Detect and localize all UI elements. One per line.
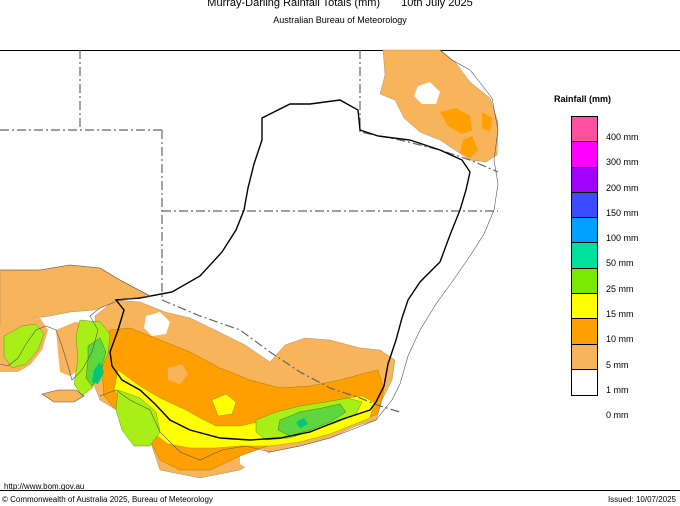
legend-label: 400 mm bbox=[606, 132, 639, 142]
map-date: 10th July 2025 bbox=[401, 0, 473, 9]
rain-area-hole-1 bbox=[144, 312, 170, 336]
legend-swatch bbox=[572, 243, 597, 269]
footer-copyright: © Commonwealth of Australia 2025, Bureau… bbox=[2, 495, 213, 504]
legend-label: 50 mm bbox=[606, 258, 634, 269]
legend-swatch bbox=[572, 294, 597, 320]
rain-area-kangaroo-island bbox=[42, 390, 84, 402]
state-borders bbox=[0, 50, 499, 413]
rain-area-50mm-east bbox=[296, 418, 308, 428]
legend-swatch bbox=[572, 117, 597, 143]
rain-area-qld-coast bbox=[379, 49, 499, 163]
map-frame bbox=[0, 50, 680, 491]
legend-label: 200 mm bbox=[606, 182, 639, 193]
rain-area-sa-eyre-green bbox=[3, 323, 45, 369]
legend-labels: 400 mm 300 mm 200 mm 150 mm 100 mm 50 mm 25 mm… bbox=[606, 132, 639, 436]
coastline bbox=[0, 49, 499, 461]
legend-label: 15 mm bbox=[606, 309, 634, 320]
kangaroo-island-outline bbox=[41, 389, 85, 403]
legend-swatch bbox=[572, 369, 597, 396]
legend-swatch bbox=[572, 218, 597, 244]
legend-label: 5 mm bbox=[606, 359, 629, 370]
legend-swatch bbox=[572, 319, 597, 345]
map-title: Murray-Darling Rainfall Totals (mm) 10th… bbox=[0, 0, 680, 9]
legend-label: 150 mm bbox=[606, 207, 639, 218]
legend-swatch bbox=[572, 268, 597, 295]
rain-area-hole-3 bbox=[168, 364, 188, 384]
footer-issued: Issued: 10/07/2025 bbox=[607, 495, 676, 504]
legend-label: 0 mm bbox=[606, 410, 629, 421]
map-subtitle: Australian Bureau of Meteorology bbox=[273, 15, 407, 25]
rain-area-15mm-west-vic bbox=[115, 389, 161, 447]
legend-label: 10 mm bbox=[606, 334, 634, 345]
map-title-text: Murray-Darling Rainfall Totals (mm) bbox=[207, 0, 381, 9]
rain-area-10mm-blob bbox=[211, 393, 237, 417]
legend-swatch bbox=[572, 344, 597, 370]
basin-boundary bbox=[109, 99, 471, 441]
legend-swatch bbox=[572, 167, 597, 193]
rain-area-qld-5mm bbox=[440, 108, 472, 134]
legend-label: 25 mm bbox=[606, 283, 634, 294]
legend-title: Rainfall (mm) bbox=[554, 94, 612, 104]
legend-label: 1 mm bbox=[606, 384, 629, 395]
legend-scale bbox=[571, 116, 598, 397]
rain-area-qld-5mm-3 bbox=[482, 112, 492, 132]
legend-swatch bbox=[572, 192, 597, 219]
rain-area-25mm-east bbox=[277, 403, 347, 437]
legend-label: 100 mm bbox=[606, 233, 639, 244]
rain-area-qld-5mm-2 bbox=[460, 136, 478, 158]
legend-label: 300 mm bbox=[606, 157, 639, 168]
footer-url[interactable]: http://www.bom.gov.au bbox=[4, 482, 85, 491]
rain-hole-qld-1 bbox=[414, 82, 440, 104]
rain-area-50mm-sa bbox=[92, 362, 104, 384]
legend-swatch bbox=[572, 142, 597, 168]
